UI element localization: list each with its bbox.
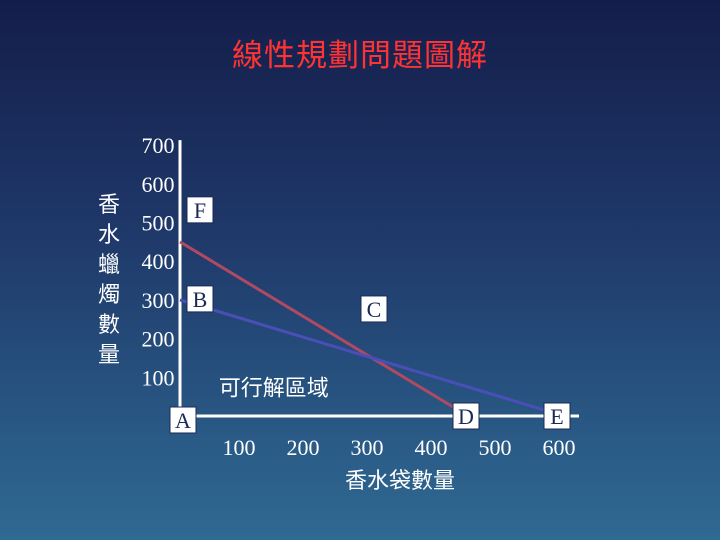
point-box — [360, 295, 388, 323]
y-axis-label-char: 蠟 — [98, 253, 120, 278]
y-tick-label: 300 — [142, 288, 175, 313]
y-tick-label: 400 — [142, 249, 175, 274]
y-axis-label-char: 數 — [98, 313, 120, 338]
y-tick-label: 100 — [142, 365, 175, 390]
x-tick-label: 500 — [479, 435, 512, 460]
tick-labels: 100 200 300 400 500 600 700 100 200 300 400 500 600 — [142, 133, 576, 460]
point-label: C — [367, 297, 382, 322]
point-box — [543, 402, 571, 430]
point-box — [186, 196, 214, 224]
y-tick-label: 200 — [142, 327, 175, 352]
point-box — [452, 402, 480, 430]
y-tick-label: 700 — [142, 133, 175, 158]
y-axis-label-char: 燭 — [98, 283, 120, 308]
feasible-region-label: 可行解區域 — [219, 377, 329, 402]
y-axis-label-char: 香 — [98, 193, 120, 218]
constraint-line-2 — [179, 298, 565, 418]
constraint-line-1 — [179, 240, 469, 418]
point-c: C — [360, 295, 388, 323]
x-tick-label: 200 — [287, 435, 320, 460]
corner-points: A B C D E F — [169, 196, 571, 434]
point-box — [169, 406, 197, 434]
point-f: F — [186, 196, 214, 224]
x-tick-label: 300 — [351, 435, 384, 460]
x-tick-label: 600 — [543, 435, 576, 460]
x-tick-label: 100 — [223, 435, 256, 460]
y-axis-label-char: 量 — [98, 343, 120, 368]
point-box — [186, 285, 214, 313]
x-axis-label: 香水袋數量 — [345, 469, 455, 494]
annotations: 可行解區域 — [219, 377, 329, 402]
point-label: E — [550, 404, 563, 429]
x-tick-label: 400 — [415, 435, 448, 460]
point-label: D — [458, 404, 474, 429]
y-tick-label: 600 — [142, 172, 175, 197]
point-a: A — [169, 406, 197, 434]
point-label: F — [194, 198, 206, 223]
point-label: B — [193, 287, 208, 312]
point-e: E — [543, 402, 571, 430]
chart-title: 線性規劃問題圖解 — [232, 38, 488, 74]
y-tick-label: 500 — [142, 211, 175, 236]
y-axis-label-char: 水 — [98, 223, 120, 248]
axes — [178, 140, 579, 418]
point-label: A — [175, 408, 191, 433]
constraint-lines — [179, 240, 565, 418]
point-b: B — [186, 285, 214, 313]
point-d: D — [452, 402, 480, 430]
